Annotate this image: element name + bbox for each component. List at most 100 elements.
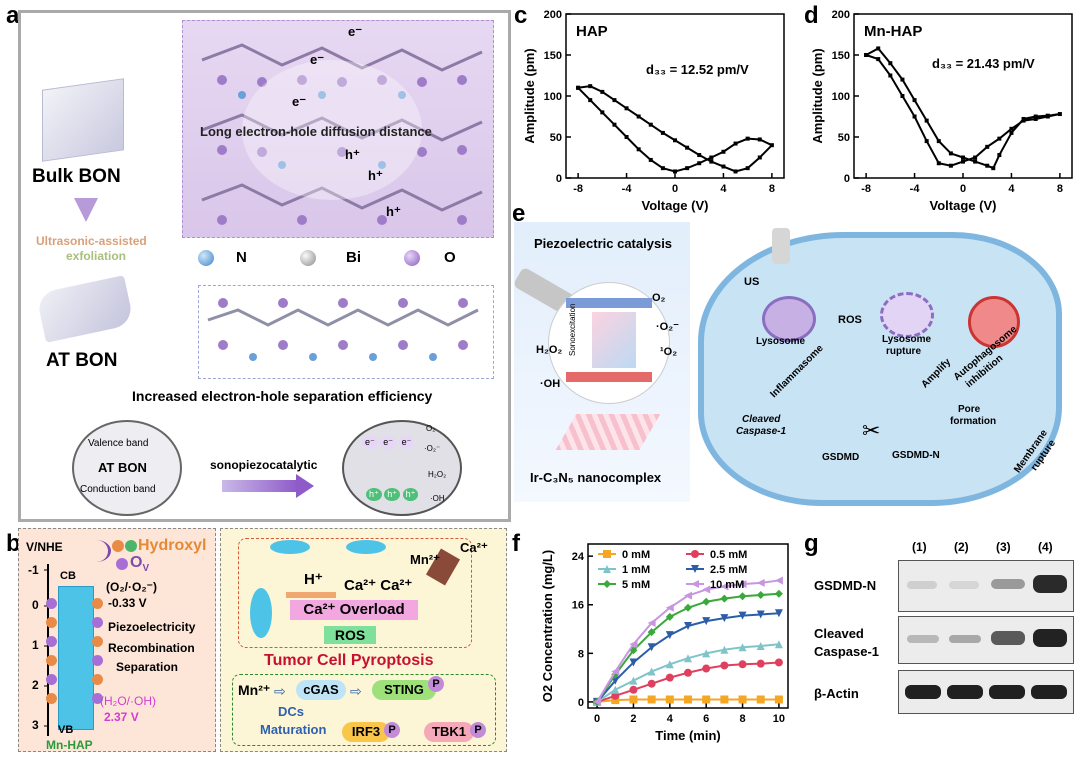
chart-title: Mn-HAP <box>864 23 922 40</box>
data-point <box>888 61 893 66</box>
d33-annotation: d₃₃ = 21.43 pm/V <box>932 56 1035 71</box>
chart-title: HAP <box>576 23 608 40</box>
x-tick-label: 0 <box>672 183 678 195</box>
data-point <box>684 654 692 663</box>
lysosome-icon <box>762 296 816 342</box>
data-point <box>629 658 638 667</box>
electron-badges: e⁻ e⁻ e⁻ <box>362 436 415 449</box>
arrow-to-sting: ⇨ <box>350 683 362 699</box>
mito-2-icon <box>346 540 386 554</box>
data-point <box>745 136 750 141</box>
tick-1: 1 <box>32 638 39 652</box>
data-point <box>702 617 711 626</box>
y-tick-label: 0 <box>556 173 562 185</box>
data-point <box>924 139 929 144</box>
data-point <box>912 114 917 119</box>
us-probe-icon <box>772 228 790 264</box>
mito-3-icon <box>250 588 272 638</box>
lysosome-label: Lysosome <box>756 336 806 347</box>
data-point <box>702 695 711 704</box>
data-point <box>769 143 774 148</box>
irf3-p-badge: P <box>384 722 400 738</box>
tick-0: 0 <box>32 598 39 612</box>
h2o2-small: H₂O₂ <box>428 470 447 479</box>
data-point <box>876 57 881 62</box>
oh-small: ·OH <box>430 494 445 503</box>
legend-label: 10 mM <box>710 579 744 591</box>
x-tick-label: 8 <box>1057 183 1063 195</box>
data-point <box>660 130 665 135</box>
mito-1-icon <box>270 540 310 554</box>
data-point <box>997 136 1002 141</box>
data-point <box>611 696 620 705</box>
atom-column <box>46 598 58 704</box>
data-point <box>1033 114 1038 119</box>
data-point <box>1009 126 1014 131</box>
data-point <box>948 163 953 168</box>
data-point <box>648 157 653 162</box>
y-axis-label: Amplitude (pm) <box>812 48 825 143</box>
oxygen-legend-icon <box>404 250 420 266</box>
d33-annotation: d₃₃ = 12.52 pm/V <box>646 62 749 77</box>
tick-2: 2 <box>32 678 39 692</box>
data-point <box>738 580 747 589</box>
hole-badge: h⁺ <box>366 488 382 501</box>
data-point <box>612 98 617 103</box>
sonoexc-label: Sonoexcitation <box>568 303 577 356</box>
x-axis-label: Time (min) <box>655 728 721 743</box>
tbk1-p-badge: P <box>470 722 486 738</box>
h2o-pair-label: (H₂O/·OH) <box>100 694 156 708</box>
data-point <box>757 137 762 142</box>
data-point <box>629 640 638 649</box>
legend-label: 1 mM <box>622 564 650 576</box>
y-tick-label: 150 <box>832 50 850 62</box>
data-point <box>756 642 765 651</box>
electron-badge: e⁻ <box>380 436 397 449</box>
hole-badge: h⁺ <box>402 488 419 501</box>
series-line <box>865 47 1061 170</box>
data-point <box>738 660 747 669</box>
data-point <box>774 658 783 667</box>
series-line <box>596 579 780 703</box>
data-point <box>774 695 783 704</box>
x-tick-label: -4 <box>622 183 633 195</box>
data-point <box>691 550 699 558</box>
increased-separation-text: Increased electron-hole separation effic… <box>132 388 433 404</box>
band-at-bon-text: AT BON <box>98 460 147 475</box>
data-point <box>685 166 690 171</box>
data-point <box>720 582 729 591</box>
v237-label: 2.37 V <box>104 710 139 724</box>
ca-overload-box: Ca²⁺ Overload <box>290 600 418 620</box>
chart-d-mnhap-amplitude: -8 -4 0 4 8 0 50 100 150 200 Voltage (V) Amplitude … <box>812 9 1073 213</box>
panel-label-a: a <box>6 2 20 29</box>
separation-label: Separation <box>116 660 179 674</box>
data-point <box>665 603 674 612</box>
blot-caspase <box>898 616 1074 664</box>
data-point <box>721 164 726 169</box>
o2minus-small: ·O₂⁻ <box>424 444 441 453</box>
electron-label-2: e⁻ <box>310 52 325 67</box>
data-point <box>685 145 690 150</box>
h2o2-e-label: H₂O₂ <box>536 344 563 356</box>
data-point <box>684 622 692 630</box>
data-point <box>721 149 726 154</box>
y-tick-label: 0 <box>844 173 850 185</box>
nitrogen-legend-icon <box>198 250 214 266</box>
x-axis-label: Voltage (V) <box>642 198 709 213</box>
y-tick-label: 50 <box>550 132 562 144</box>
x-tick-label: 2 <box>630 713 636 725</box>
x-tick-label: 10 <box>773 713 785 725</box>
y-tick-label: 200 <box>544 9 562 21</box>
ov-dot-icon <box>116 558 128 570</box>
data-point <box>973 159 978 164</box>
data-point <box>720 695 729 704</box>
data-point <box>647 628 656 637</box>
tbk1-box: TBK1 <box>424 722 474 742</box>
cleaved-label-1: Cleaved <box>742 414 781 425</box>
data-point <box>629 685 638 694</box>
gsdmd-label: GSDMD <box>822 452 860 463</box>
y-tick-label: 100 <box>544 91 562 103</box>
data-point <box>611 667 620 676</box>
x-tick-label: 0 <box>960 183 966 195</box>
data-point <box>900 77 905 82</box>
